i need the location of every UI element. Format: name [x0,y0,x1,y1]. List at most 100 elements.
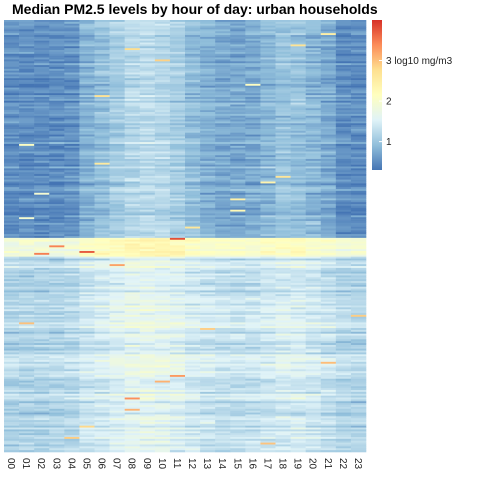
heatmap-cell [19,243,35,246]
heatmap-cell [215,393,231,396]
heatmap-cell [350,269,367,272]
heatmap-cell [335,20,352,23]
heatmap-cell [64,162,80,165]
heatmap-cell [79,192,95,195]
heatmap-cell [305,121,322,124]
heatmap-cell [124,286,141,289]
heatmap-cell [215,288,231,291]
heatmap-cell [260,140,276,143]
heatmap-cell [305,333,322,336]
heatmap-cell [49,275,65,278]
heatmap-cell [305,119,322,122]
heatmap-cell [320,87,337,90]
heatmap-cell [79,397,95,400]
heatmap-cell [350,252,367,256]
heatmap-cell [109,198,125,201]
heatmap-cell [4,198,20,201]
heatmap-cell [245,200,261,203]
heatmap-cell [185,245,201,248]
heatmap-cell [124,162,141,165]
heatmap-cell [260,267,276,271]
heatmap-cell [34,68,50,72]
heatmap-cell [124,397,141,400]
heatmap-cell [64,110,80,113]
heatmap-cell [245,305,261,308]
heatmap-cell [79,132,95,135]
heatmap-cell [230,42,246,45]
heatmap-cell [64,35,80,38]
heatmap-cell [79,354,95,357]
heatmap-cell [64,207,80,211]
heatmap-cell [154,115,171,118]
heatmap-cell [79,162,95,165]
heatmap-cell [350,50,367,53]
heatmap-cell [275,316,291,319]
heatmap-cell [215,23,231,26]
heatmap-cell [320,61,337,64]
heatmap-cell [94,38,110,41]
heatmap-cell [94,211,110,214]
heatmap-cell [154,76,171,79]
heatmap-cell [169,136,186,139]
heatmap-cell [169,113,186,117]
heatmap-cell [275,59,291,62]
heatmap-cell [124,359,141,363]
heatmap-cell [19,160,35,164]
heatmap-cell [335,204,352,207]
heatmap-cell [139,384,156,387]
heatmap-cell [305,104,322,107]
heatmap-cell [64,119,80,122]
heatmap-cell [109,89,125,92]
heatmap-cell [79,89,95,92]
heatmap-cell [200,181,216,184]
heatmap-cell [290,252,306,256]
heatmap-cell [275,292,291,295]
heatmap-cell [215,76,231,79]
heatmap-cell [305,322,322,325]
heatmap-cell [49,110,65,113]
heatmap-cell [109,97,125,100]
heatmap-cell [185,264,201,267]
heatmap-cell [49,198,65,201]
heatmap-cell [260,202,276,205]
heatmap-cell [305,198,322,201]
heatmap-cell [305,232,322,235]
heatmap-cell [350,262,367,265]
heatmap-cell [230,127,246,130]
heatmap-cell [200,115,216,118]
heatmap-cell [154,36,171,40]
heatmap-cell [350,239,367,242]
heatmap-cell [230,66,246,70]
heatmap-cell [185,224,201,227]
heatmap-cell [215,91,231,94]
heatmap-cell [200,273,216,276]
heatmap-cell [64,209,80,212]
heatmap-cell [34,123,50,126]
heatmap-cell [215,358,231,361]
heatmap-cell [200,33,216,36]
heatmap-cell [64,121,80,124]
heatmap-cell [34,376,50,380]
heatmap-cell [169,93,186,96]
heatmap-cell [320,329,337,333]
heatmap-cell [335,281,352,284]
heatmap-cell [260,256,276,259]
heatmap-cell [154,134,171,137]
heatmap-cell [290,158,306,162]
heatmap-cell [79,46,95,49]
heatmap-cell [215,239,231,242]
heatmap-cell [64,296,80,299]
heatmap-cell [64,155,80,158]
heatmap-cell [49,106,65,109]
heatmap-cell [290,140,306,143]
heatmap-cell [19,241,35,244]
heatmap-cell [109,354,125,357]
heatmap-cell [79,232,95,235]
heatmap-cell [290,168,306,171]
heatmap-cell [49,363,65,366]
heatmap-cell [335,401,352,404]
heatmap-cell [200,123,216,126]
heatmap-cell [335,100,352,103]
heatmap-cell [49,192,65,195]
heatmap-cell [305,316,322,319]
